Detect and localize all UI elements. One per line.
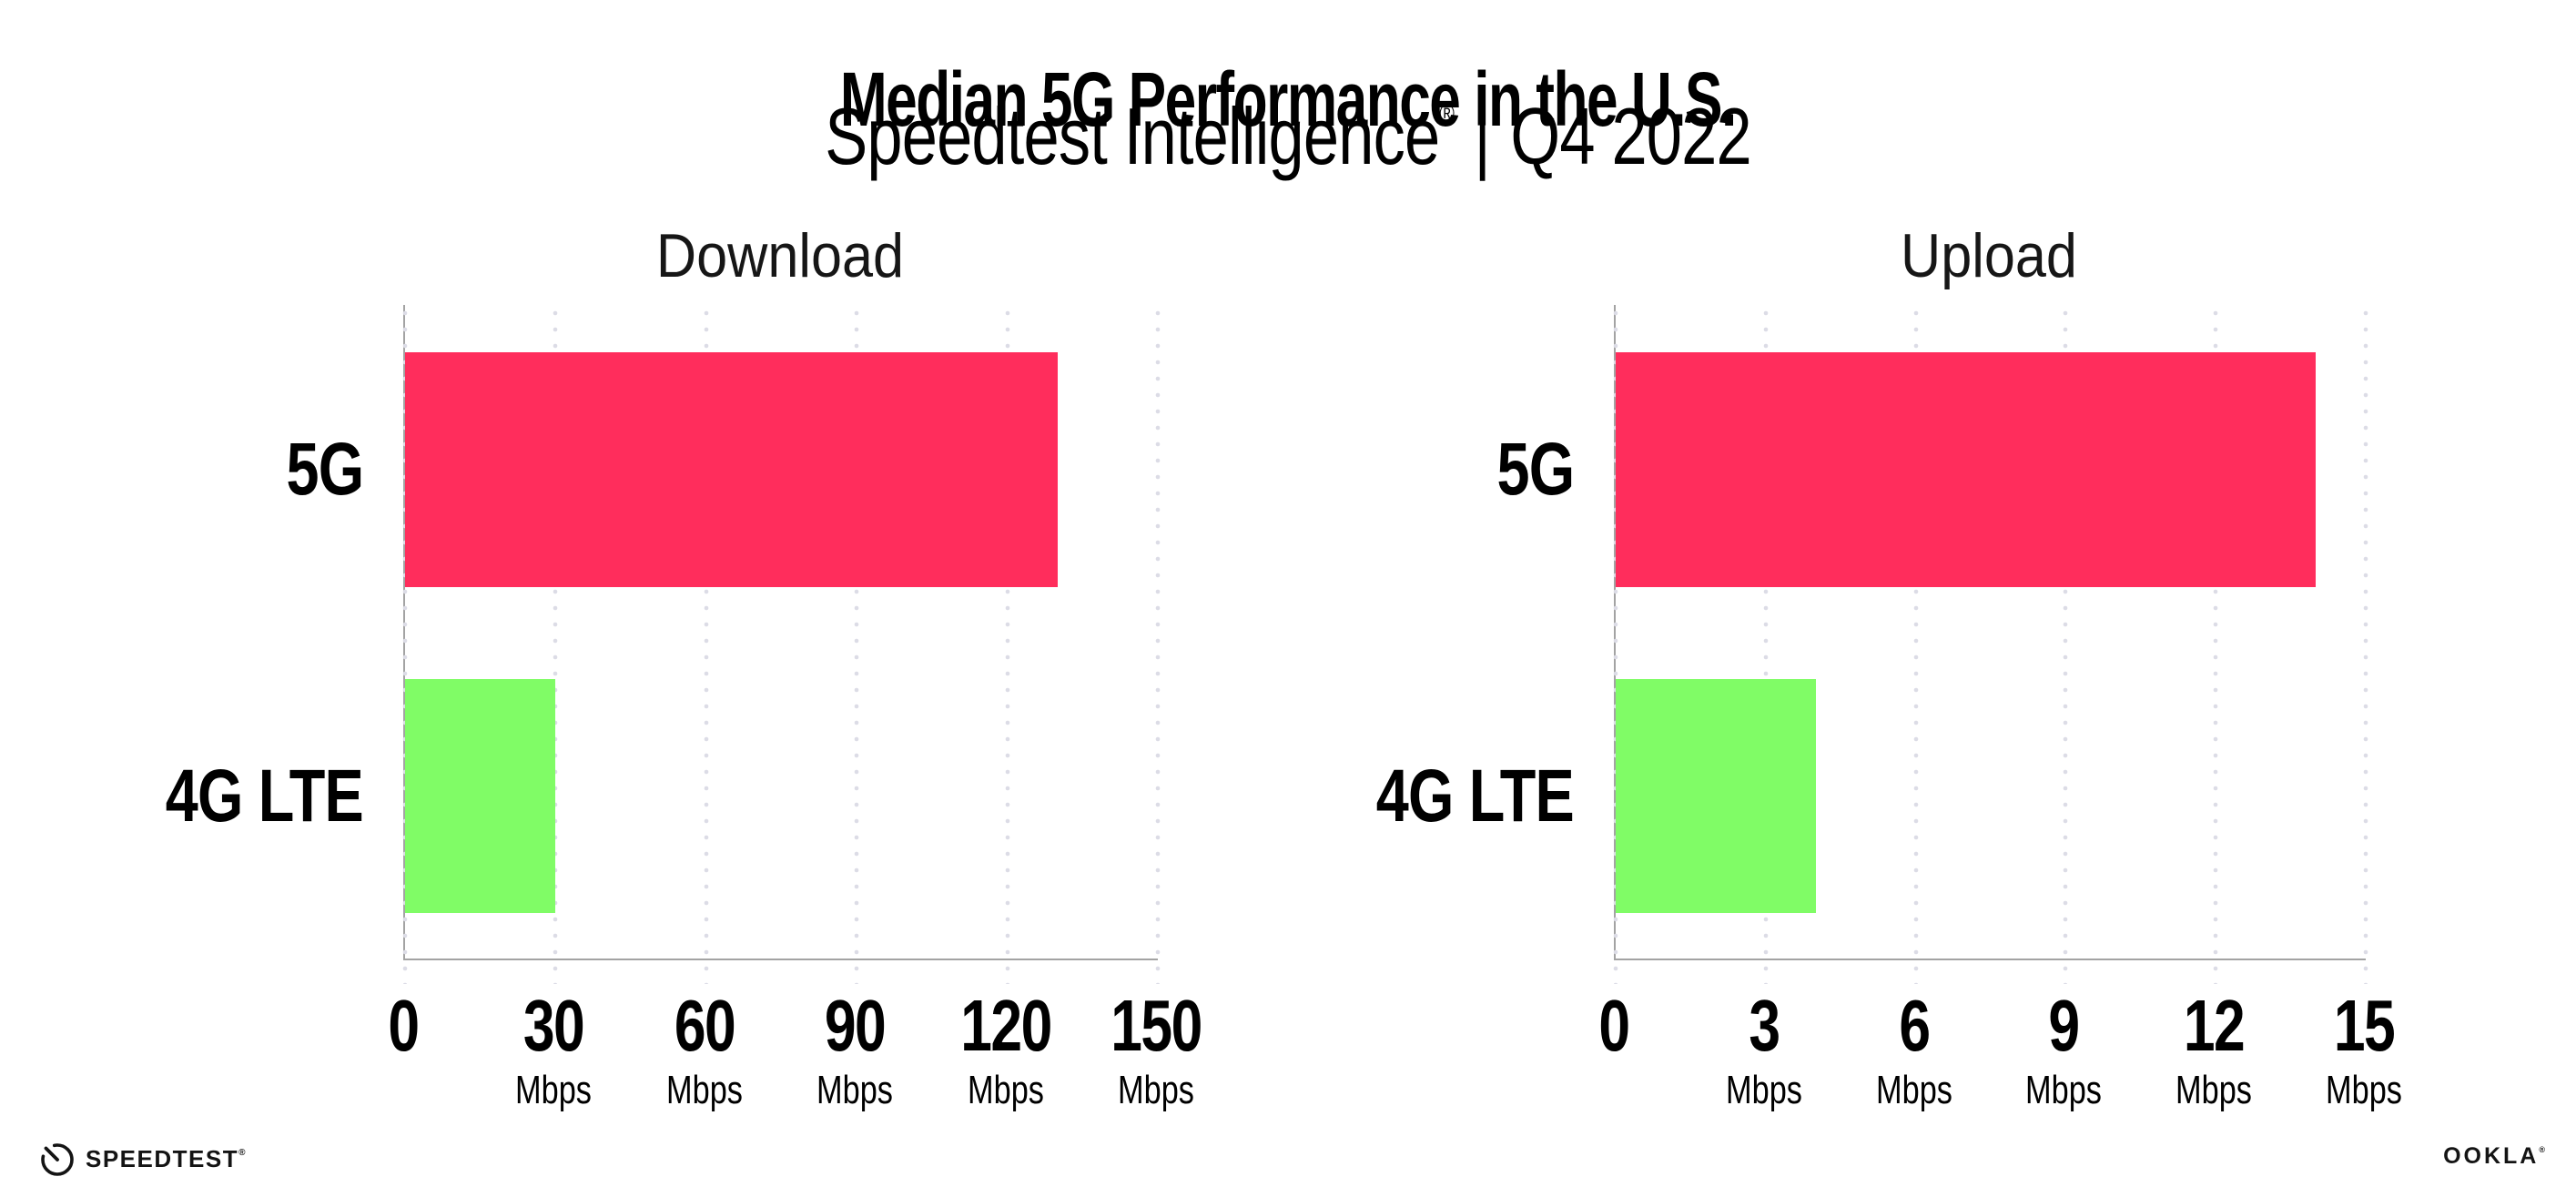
gridline-12 <box>2213 305 2218 984</box>
tick-value: 30 <box>523 985 585 1066</box>
gridline-9 <box>2063 305 2068 984</box>
registered-mark: ® <box>1439 99 1455 127</box>
gridline-30 <box>553 305 558 984</box>
upload-x-axis: 0 3 Mbps 6 Mbps 9 Mbps 12 Mbps 15 Mbps <box>1598 959 2402 1141</box>
upload-chart: Upload 0 3 Mbps 6 Mbps 9 Mbps 12 Mbps 15 Mbps 5G 4G… <box>1376 225 2402 1111</box>
download-plot-area <box>402 305 1161 984</box>
tick-unit: Mbps <box>515 1068 593 1112</box>
gridline-120 <box>1005 305 1010 984</box>
speedtest-logo: SPEEDTEST® <box>38 1140 245 1178</box>
page-title-text: Median 5G Performance in the U.S. <box>840 56 1737 143</box>
tick-value: 6 <box>1899 985 1931 1066</box>
x-tick-60: 60 Mbps <box>666 989 743 1111</box>
x-tick-12: 12 Mbps <box>2175 989 2252 1111</box>
tick-value: 60 <box>674 985 736 1066</box>
tick-unit: Mbps <box>665 1068 743 1112</box>
tick-unit: Mbps <box>2326 1068 2402 1112</box>
bar-5g <box>1616 352 2317 587</box>
tick-unit: Mbps <box>2175 1068 2253 1112</box>
category-label-4g-lte: 4G LTE <box>165 755 364 837</box>
gridline-15 <box>2363 305 2368 984</box>
download-chart-title: Download <box>655 221 904 290</box>
subtitle-divider: | <box>1474 91 1490 181</box>
tick-value: 0 <box>388 985 420 1066</box>
x-tick-15: 15 Mbps <box>2326 989 2402 1111</box>
download-chart: Download 0 30 Mbps 60 Mbps 90 Mbps 120 Mbps 150 Mb… <box>166 225 1203 1111</box>
tick-unit: Mbps <box>1725 1068 1802 1112</box>
x-tick-6: 6 Mbps <box>1876 989 1952 1111</box>
tick-value: 9 <box>2048 985 2081 1066</box>
x-tick-120: 120 Mbps <box>959 985 1052 1112</box>
page-title: Median 5G Performance in the U.S. <box>0 61 2576 137</box>
x-tick-0: 0 <box>1598 985 1630 1066</box>
speedtest-gauge-icon <box>41 1143 74 1176</box>
page-subtitle-text: Speedtest Intelligence® | Q4 2022 <box>825 91 1751 181</box>
tick-value: 15 <box>2333 985 2396 1066</box>
bar-4g-lte <box>1616 679 1816 913</box>
gridline-60 <box>704 305 709 984</box>
category-label-4g-lte: 4G LTE <box>1375 755 1575 837</box>
bar-5g <box>405 352 1058 587</box>
tick-unit: Mbps <box>1875 1068 1952 1112</box>
bar-4g-lte <box>405 679 556 913</box>
x-tick-3: 3 Mbps <box>1726 989 1802 1111</box>
subtitle-period: Q4 2022 <box>1510 91 1751 181</box>
tick-unit: Mbps <box>816 1068 894 1112</box>
tick-value: 90 <box>825 985 887 1066</box>
gridline-6 <box>1913 305 1919 984</box>
page-subtitle: Speedtest Intelligence® | Q4 2022 <box>0 91 2576 181</box>
gridline-3 <box>1763 305 1769 984</box>
upload-chart-title: Upload <box>1901 221 2077 290</box>
tick-value: 0 <box>1598 985 1630 1066</box>
speedtest-wordmark: SPEEDTEST® <box>86 1145 246 1172</box>
category-label-5g: 5G <box>286 428 364 511</box>
x-tick-150: 150 Mbps <box>1111 985 1202 1112</box>
tick-unit: Mbps <box>2025 1068 2103 1112</box>
tick-value: 120 <box>959 985 1052 1066</box>
tick-value: 3 <box>1749 985 1780 1066</box>
category-label-5g: 5G <box>1496 428 1575 511</box>
registered-mark: ® <box>238 1148 246 1158</box>
upload-plot-area <box>1613 305 2368 984</box>
tick-value: 150 <box>1111 985 1202 1066</box>
x-tick-90: 90 Mbps <box>816 989 893 1111</box>
ookla-logo: OOKLA® <box>2443 1145 2545 1168</box>
x-tick-0: 0 <box>388 985 420 1066</box>
tick-unit: Mbps <box>967 1068 1044 1112</box>
download-x-axis: 0 30 Mbps 60 Mbps 90 Mbps 120 Mbps 150 Mbps <box>388 959 1202 1141</box>
x-tick-9: 9 Mbps <box>2025 989 2102 1111</box>
gridline-0 <box>402 305 408 984</box>
x-tick-30: 30 Mbps <box>515 989 592 1111</box>
tick-value: 12 <box>2184 985 2246 1066</box>
gridline-90 <box>854 305 859 984</box>
registered-mark: ® <box>2539 1145 2545 1154</box>
tick-unit: Mbps <box>1118 1068 1194 1112</box>
gridline-0 <box>1613 305 1618 984</box>
ookla-wordmark: OOKLA® <box>2443 1143 2545 1169</box>
gridline-150 <box>1155 305 1161 984</box>
